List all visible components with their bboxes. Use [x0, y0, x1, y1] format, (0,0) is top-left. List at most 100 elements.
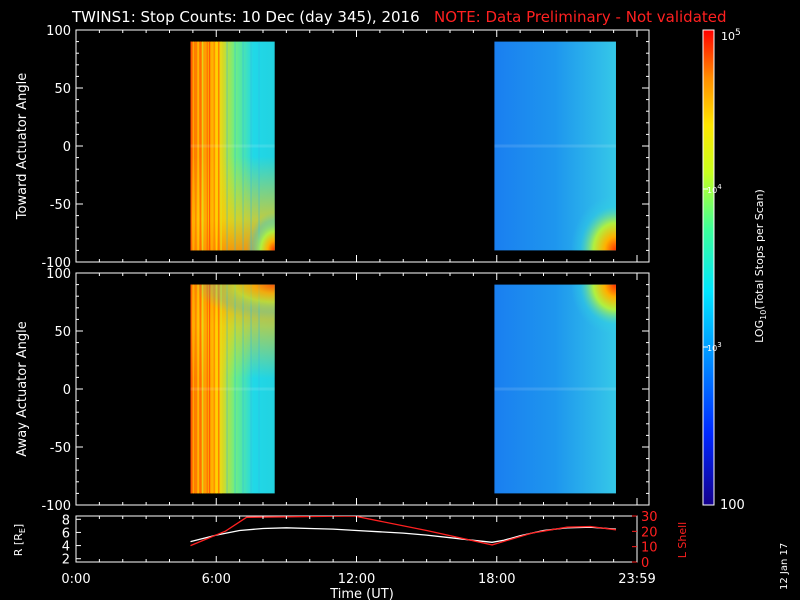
colorbar: 105 104 103 100 LOG10(Total Stops per Sc… [702, 28, 768, 513]
stripe [215, 41, 218, 251]
stripe [234, 284, 236, 494]
stripe [213, 41, 215, 251]
data-block [190, 41, 275, 251]
stripe [215, 284, 218, 494]
colorbar-label: LOG10(Total Stops per Scan) [753, 189, 768, 343]
colorbar-ticks [703, 188, 708, 348]
stripe [204, 284, 206, 494]
preliminary-note: NOTE: Data Preliminary - Not validated [434, 8, 727, 26]
stripe [204, 41, 206, 251]
orbit-y-tick-label: 6 [62, 526, 70, 541]
orbit-y2label: L Shell [676, 522, 689, 558]
stripe [202, 284, 204, 494]
stripe [258, 284, 260, 494]
stripe [220, 41, 222, 251]
data-block [190, 284, 275, 494]
orbit-y2-tick-label: 0 [641, 556, 649, 571]
y-tick-label: 0 [63, 383, 71, 398]
corner [194, 284, 275, 320]
orbit-y-tick-label: 4 [62, 540, 70, 555]
colorbar-tick-mid2: 103 [707, 341, 722, 353]
stripe [218, 41, 220, 251]
stripe [190, 284, 192, 494]
stripe [197, 284, 199, 494]
orbit-lines [190, 516, 617, 547]
y-tick-label: -50 [50, 198, 71, 213]
zero-band [190, 144, 275, 148]
corner [246, 212, 275, 251]
stripe [192, 41, 195, 251]
orbit-y-tick-label: 8 [62, 513, 70, 528]
x-tick-label: 0:00 [61, 572, 90, 587]
y-tick-label: -50 [50, 441, 71, 456]
x-tick-label: 23:59 [618, 572, 655, 587]
panel-toward-ylabel: Toward Actuator Angle [15, 73, 30, 220]
y-tick-label: -100 [41, 499, 71, 514]
panel-away-ylabel: Away Actuator Angle [15, 321, 30, 456]
panel-orbit-frame [75, 515, 638, 563]
stripe [211, 284, 213, 494]
y-tick-label: 100 [46, 267, 71, 282]
stripe [226, 284, 228, 494]
orbit-y2-tick-label: 30 [641, 510, 658, 525]
stripe [208, 41, 211, 251]
y-tick-label: 0 [63, 140, 71, 155]
stripe [202, 41, 204, 251]
colorbar-tick-bottom: 100 [720, 498, 745, 513]
stripe [220, 284, 222, 494]
stripe [199, 41, 202, 251]
panel-toward: 100 50 0 -50 -100 Toward Actuator Angle [15, 24, 650, 271]
stripe [250, 284, 252, 494]
colorbar-frame [702, 29, 715, 506]
x-tick-label: 18:00 [478, 572, 515, 587]
y-tick-label: -100 [41, 256, 71, 271]
corner [570, 195, 616, 251]
stripe [242, 284, 244, 494]
stripe [195, 41, 197, 251]
stripe [250, 41, 252, 251]
stripe [197, 41, 199, 251]
zero-band [494, 144, 616, 148]
stripe [258, 41, 260, 251]
heatmap-toward [190, 41, 616, 251]
orbit-y-tick-label: 2 [62, 553, 70, 568]
y-tick-label: 50 [54, 325, 71, 340]
panel-away-ticks: 100 50 0 -50 -100 [41, 267, 649, 514]
stripe [206, 284, 208, 494]
x-tick-label: 12:00 [338, 572, 375, 587]
stripe [234, 41, 236, 251]
stripe [199, 284, 202, 494]
corner [570, 284, 616, 335]
stripe [190, 41, 192, 251]
heatmap-away [190, 284, 616, 494]
zero-band [494, 387, 616, 391]
colorbar-ramp [703, 30, 714, 505]
x-tick-label: 6:00 [202, 572, 231, 587]
stripe [208, 284, 211, 494]
data-block [494, 284, 616, 494]
colorbar-tick-mid1: 104 [707, 183, 722, 195]
stripe [218, 284, 220, 494]
stripe [206, 41, 208, 251]
chart-title: TWINS1: Stop Counts: 10 Dec (day 345), 2… [71, 8, 420, 26]
colorbar-tick-top: 105 [721, 28, 741, 43]
stripe [213, 284, 215, 494]
orbit-ylabel: R [RE] [12, 524, 27, 556]
stripe [211, 41, 213, 251]
y-tick-label: 100 [46, 24, 71, 39]
data-block [494, 41, 616, 251]
date-stamp: 12 Jan 17 [779, 543, 790, 590]
x-axis-label: Time (UT) [329, 587, 394, 600]
stripe [226, 41, 228, 251]
zero-band [190, 387, 275, 391]
stripe [192, 284, 195, 494]
panel-toward-ticks: 100 50 0 -50 -100 [41, 24, 649, 271]
orbit-y2-tick-label: 20 [641, 525, 658, 540]
orbit-series-line [190, 516, 617, 547]
orbit-y2-tick-label: 10 [641, 541, 658, 556]
y-tick-label: 50 [54, 82, 71, 97]
stripe [242, 41, 244, 251]
